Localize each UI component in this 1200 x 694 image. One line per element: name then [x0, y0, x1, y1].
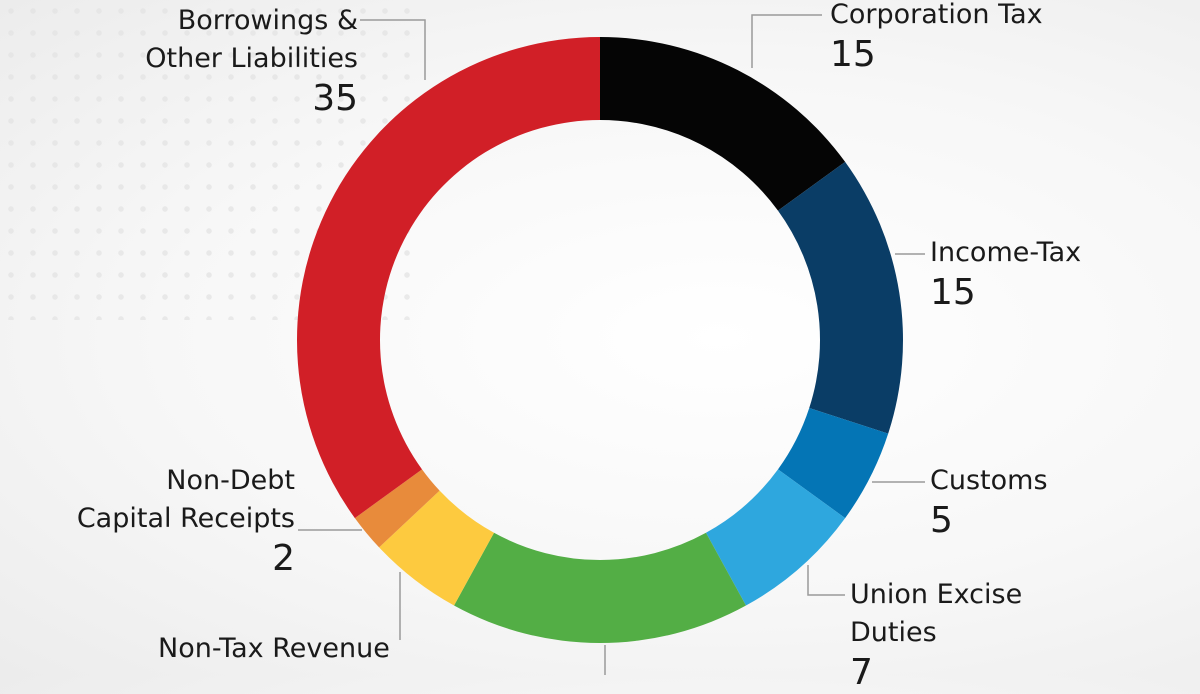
- slice-value: 2: [272, 538, 295, 579]
- slice-name: Customs: [930, 465, 1048, 496]
- slice-union-excise-duties: [705, 469, 846, 606]
- slice-name: Other Liabilities: [145, 43, 358, 74]
- slice-name: Non-Tax Revenue: [158, 633, 390, 664]
- slice-name: Union Excise: [850, 579, 1023, 610]
- label-non-debt-capital: Non-Debt Capital Receipts 2: [77, 462, 295, 580]
- leader-line: [360, 19, 426, 80]
- label-borrowings: Borrowings & Other Liabilities 35: [145, 2, 358, 120]
- label-union-excise: Union Excise Duties 7: [850, 576, 1022, 694]
- slice-customs: [777, 407, 889, 519]
- label-corporation-tax: Corporation Tax 15: [830, 0, 1043, 76]
- donut-chart: [297, 14, 925, 675]
- slice-income-tax: [777, 161, 903, 434]
- slice-name: Non-Debt: [166, 465, 295, 496]
- slice-borrowings-other-liabilities: [297, 37, 600, 519]
- slice-non-tax-revenue: [379, 490, 495, 606]
- slice-unlabeled: [454, 532, 746, 644]
- slice-name: Duties: [850, 617, 937, 648]
- slice-value: 15: [830, 34, 876, 75]
- leader-line: [807, 565, 845, 596]
- slice-name: Capital Receipts: [76, 503, 295, 534]
- label-customs: Customs 5: [930, 462, 1048, 542]
- slice-name: Corporation Tax: [830, 0, 1043, 30]
- slice-value: 5: [930, 500, 953, 541]
- slice-corporation-tax: [600, 37, 846, 211]
- label-non-tax-revenue: Non-Tax Revenue: [158, 630, 390, 668]
- slice-value: 35: [312, 78, 358, 119]
- slice-non-debt-capital-receipts: [354, 469, 440, 548]
- slice-name: Income-Tax: [930, 237, 1082, 268]
- slice-name: Borrowings &: [177, 5, 358, 36]
- label-income-tax: Income-Tax 15: [930, 234, 1081, 314]
- slice-value: 15: [930, 272, 976, 313]
- leader-line: [751, 14, 822, 68]
- slice-value: 7: [850, 652, 873, 693]
